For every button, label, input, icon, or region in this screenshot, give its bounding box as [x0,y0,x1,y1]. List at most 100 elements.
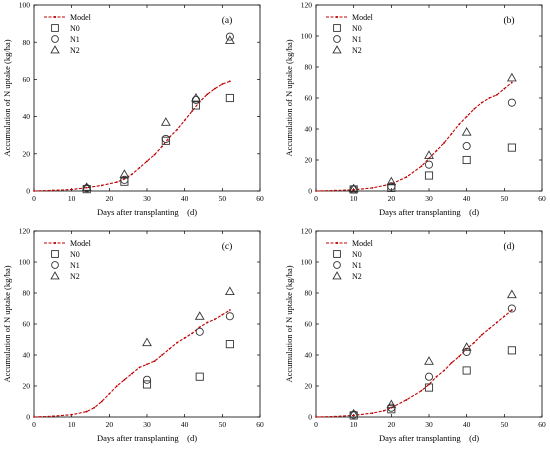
model-line [33,309,231,418]
data-point-n2 [461,342,472,351]
model-point [100,184,103,187]
data-point-n2 [461,127,472,136]
legend-label-n1: N1 [352,35,362,44]
model-point [458,123,461,126]
model-point [85,186,88,189]
y-tick-label: 80 [305,289,313,298]
panel-d: 0 10 20 30 40 50 60 0 20 40 60 80 100 120 Accumulatio… [284,227,546,443]
data-point-n1 [225,312,234,321]
model-point [495,94,498,96]
legend-label-n0: N0 [70,24,80,33]
model-point [371,412,374,415]
model-point [352,188,355,191]
model-point [115,181,118,183]
data-point-n1 [462,347,471,356]
data-point-n1 [195,327,204,336]
legend-marker-n2 [332,271,342,280]
x-axis-label: Days after transplanting (d) [97,433,197,443]
model-point [176,341,179,344]
model-point [131,372,133,375]
model-point [480,101,483,104]
data-point-n2 [191,92,201,102]
y-axis-label: Accumulation of N uptake (kg/ha) [284,39,294,156]
x-tick-label: 20 [106,194,114,203]
model-point [108,392,111,395]
model-point [315,190,317,192]
model-point [138,166,141,169]
data-point-n1 [507,304,516,313]
legend-model-marker [53,15,57,19]
model-point [450,132,453,135]
legend: Model N0 N1 N2 [326,13,374,55]
x-tick-label: 30 [143,420,151,429]
legend-label-model: Model [352,13,374,22]
model-point [33,190,35,192]
x-tick-label: 50 [219,420,227,429]
model-point [153,153,156,156]
model-point [405,399,408,401]
data-point-n1 [191,95,201,104]
model-point [33,416,35,418]
x-tick-label: 0 [314,420,318,429]
data-point-n1 [161,134,170,143]
model-point [51,189,54,192]
x-tick-label: 10 [68,194,76,203]
x-tick-label: 0 [314,194,318,203]
legend-label-n2: N2 [352,46,362,55]
model-point [115,385,118,387]
model-point [191,110,194,112]
data-point-n1 [142,375,152,384]
y-tick-label: 40 [23,112,31,121]
model-point [450,361,453,364]
y-tick-label: 100 [301,258,313,267]
model-point [435,375,438,378]
model-point [146,363,148,366]
model-point [51,415,54,418]
y-tick-label: 40 [23,351,31,360]
legend-marker-n1 [333,261,341,269]
model-point [123,378,126,381]
data-point-n2 [348,183,359,193]
model-point [221,83,224,85]
model-point [85,410,88,413]
model-point [146,160,148,163]
data-point-n2 [386,176,397,186]
model-point [161,145,163,148]
model-point [488,97,491,99]
legend-label-n0: N0 [70,250,80,259]
model-point [213,87,216,90]
data-point-n2 [506,289,517,299]
model-point [221,313,224,316]
model-point [315,416,317,418]
x-tick-label: 60 [256,194,264,203]
model-line [33,80,231,192]
legend-label-n0: N0 [352,24,362,33]
model-point [176,128,179,131]
model-point [333,189,336,192]
legend-label-model: Model [70,13,92,22]
legend-marker-n1 [51,35,59,43]
plot-area: 0 10 20 30 40 50 60 0 20 40 60 80 100 120 [301,227,546,429]
model-point [488,327,491,330]
x-axis-label: Days after transplanting (d) [379,207,479,217]
y-tick-label: 100 [301,32,313,41]
model-point [420,389,423,392]
data-point-n0 [142,380,152,389]
data-point-n0 [191,101,201,110]
y-tick-label: 60 [23,75,31,84]
data-point-n1 [349,410,358,419]
legend-label-n2: N2 [70,46,80,55]
plot-area: 0 10 20 30 40 50 60 0 20 40 60 80 100 120 [301,1,546,203]
y-tick-label: 0 [308,413,312,422]
legend-label-n2: N2 [70,272,80,281]
data-point-n0 [462,155,471,165]
x-tick-label: 40 [463,420,471,429]
data-point-n2 [386,399,397,409]
data-point-n0 [507,143,516,152]
x-tick-label: 60 [538,194,546,203]
data-point-n2 [142,337,152,347]
panel-c: 0 10 20 30 40 50 60 0 20 40 60 80 100 120 Accumulatio… [2,227,264,443]
plot-area: 0 10 20 30 40 50 60 0 20 40 60 80 100 [19,1,264,203]
x-tick-label: 40 [181,194,189,203]
x-tick-label: 0 [32,194,36,203]
